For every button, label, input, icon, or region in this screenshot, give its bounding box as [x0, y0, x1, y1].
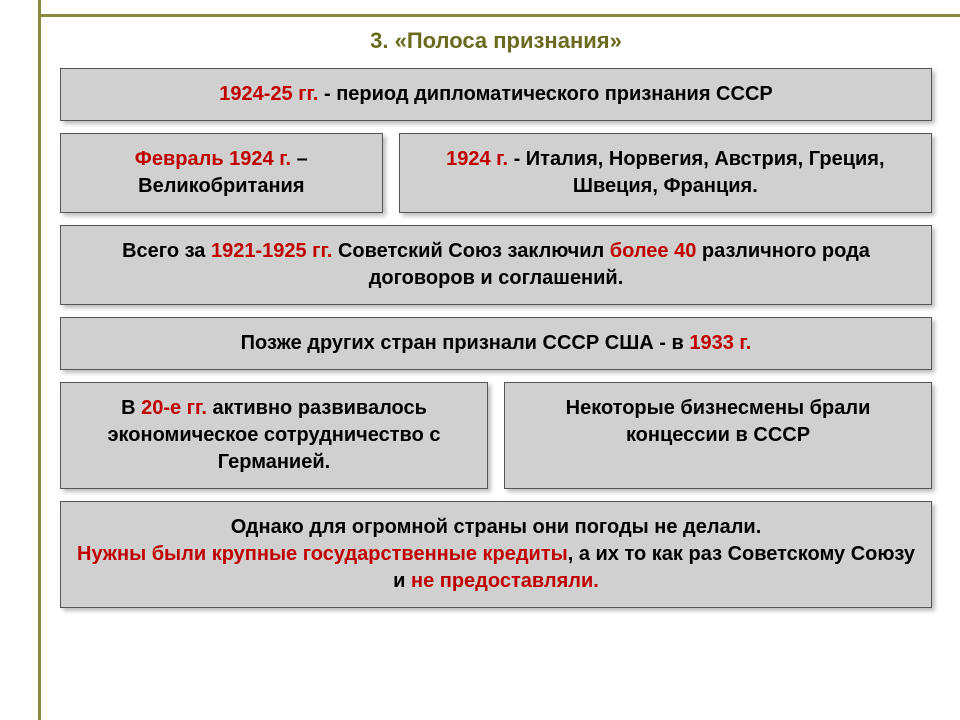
- g-years: 20-е гг.: [141, 397, 207, 419]
- box-credits: Однако для огромной страны они погоды не…: [60, 501, 932, 608]
- box-concessions: Некоторые бизнесмены брали концессии в С…: [504, 382, 932, 489]
- countries-date: 1924 г.: [446, 148, 508, 170]
- uk-date: Февраль 1924 г.: [135, 148, 291, 170]
- countries-list: - Италия, Норвегия, Австрия, Греция, Шве…: [508, 148, 884, 197]
- box-countries-1924: 1924 г. - Италия, Норвегия, Австрия, Гре…: [399, 133, 932, 213]
- c-l2a: Нужны были крупные государственные креди…: [77, 543, 568, 565]
- g-a: В: [121, 397, 141, 419]
- slide-content: 3. «Полоса признания» 1924-25 гг. - пери…: [60, 28, 932, 708]
- box-usa: Позже других стран признали СССР США - в…: [60, 317, 932, 370]
- t-a: Всего за: [122, 240, 211, 262]
- t-count: более 40: [610, 240, 697, 262]
- c-l1: Однако для огромной страны они погоды не…: [231, 516, 762, 538]
- box-treaties: Всего за 1921-1925 гг. Советский Союз за…: [60, 225, 932, 305]
- row-countries: Февраль 1924 г. – Великобритания 1924 г.…: [60, 133, 932, 213]
- frame-top: [38, 14, 960, 17]
- usa-year: 1933 г.: [689, 332, 751, 354]
- box-uk: Февраль 1924 г. – Великобритания: [60, 133, 383, 213]
- c-l2c: не предоставляли.: [411, 570, 599, 592]
- usa-a: Позже других стран признали СССР США - в: [241, 332, 690, 354]
- period-text: - период дипломатического признания СССР: [318, 83, 772, 105]
- t-c: Советский Союз заключил: [332, 240, 609, 262]
- period-years: 1924-25 гг.: [219, 83, 318, 105]
- frame-left: [38, 0, 41, 720]
- box-period: 1924-25 гг. - период дипломатического пр…: [60, 68, 932, 121]
- t-years: 1921-1925 гг.: [211, 240, 332, 262]
- row-20s: В 20-е гг. активно развивалось экономиче…: [60, 382, 932, 489]
- slide-title: 3. «Полоса признания»: [60, 28, 932, 54]
- box-germany: В 20-е гг. активно развивалось экономиче…: [60, 382, 488, 489]
